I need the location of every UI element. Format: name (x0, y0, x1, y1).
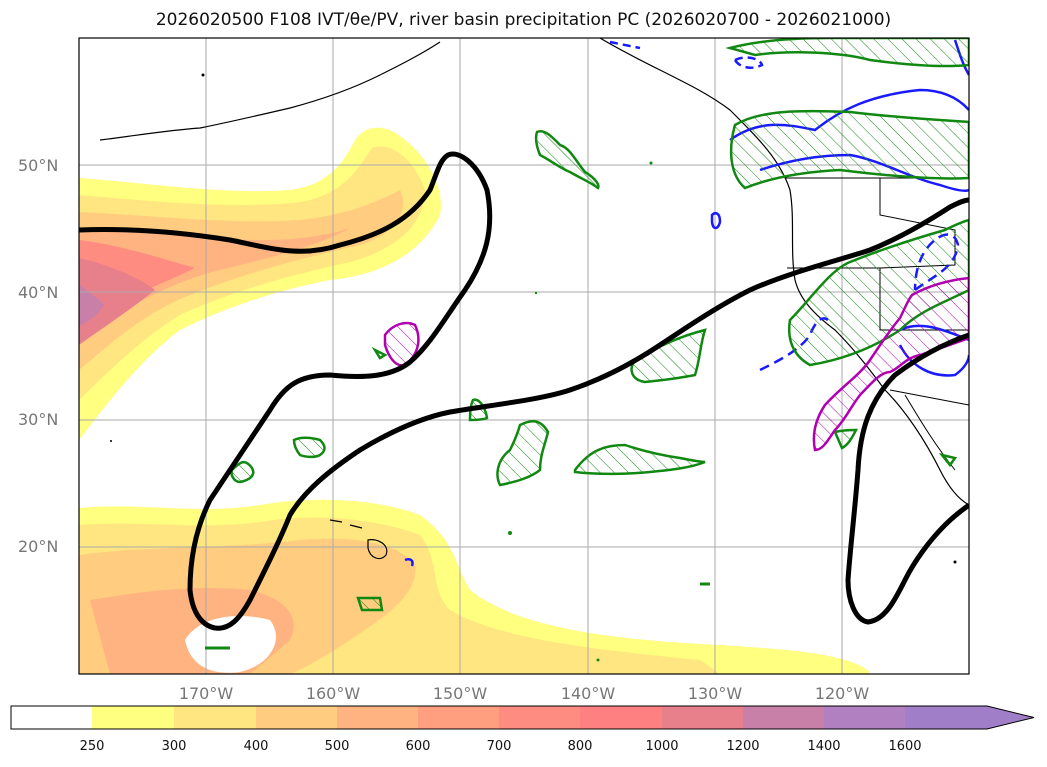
colorbar-tick-label: 800 (567, 739, 593, 754)
lat-label: 50°N (18, 156, 59, 175)
lat-label: 40°N (18, 283, 59, 302)
lat-label: 20°N (18, 537, 59, 556)
figure-title: 2026020500 F108 IVT/θe/PV, river basin p… (155, 10, 892, 30)
colorbar-tick-label: 250 (79, 739, 105, 754)
lon-label: 120°W (814, 684, 870, 703)
lat-label: 30°N (18, 410, 59, 429)
colorbar-tick-label: 1600 (888, 739, 922, 754)
lon-label: 140°W (560, 684, 616, 703)
colorbar-tick-label: 700 (486, 739, 512, 754)
precip-magenta (383, 276, 969, 452)
colorbar (10, 705, 1035, 730)
ivt-plume-north (79, 127, 441, 440)
lon-label: 150°W (432, 684, 488, 703)
precip-green (205, 38, 969, 650)
colorbar-tick-label: 600 (405, 739, 431, 754)
colorbar-tick-label: 1200 (726, 739, 760, 754)
map-frame (78, 37, 970, 675)
lon-label: 170°W (178, 684, 234, 703)
colorbar-tick-label: 1000 (645, 739, 679, 754)
colorbar-tick-label: 500 (324, 739, 350, 754)
theta-e-contour (79, 151, 969, 631)
lon-label: 160°W (305, 684, 361, 703)
lon-label: 130°W (687, 684, 743, 703)
colorbar-tick-label: 1400 (807, 739, 841, 754)
islands (110, 73, 957, 662)
colorbar-tick-label: 400 (243, 739, 269, 754)
colorbar-tick-label: 300 (161, 739, 187, 754)
